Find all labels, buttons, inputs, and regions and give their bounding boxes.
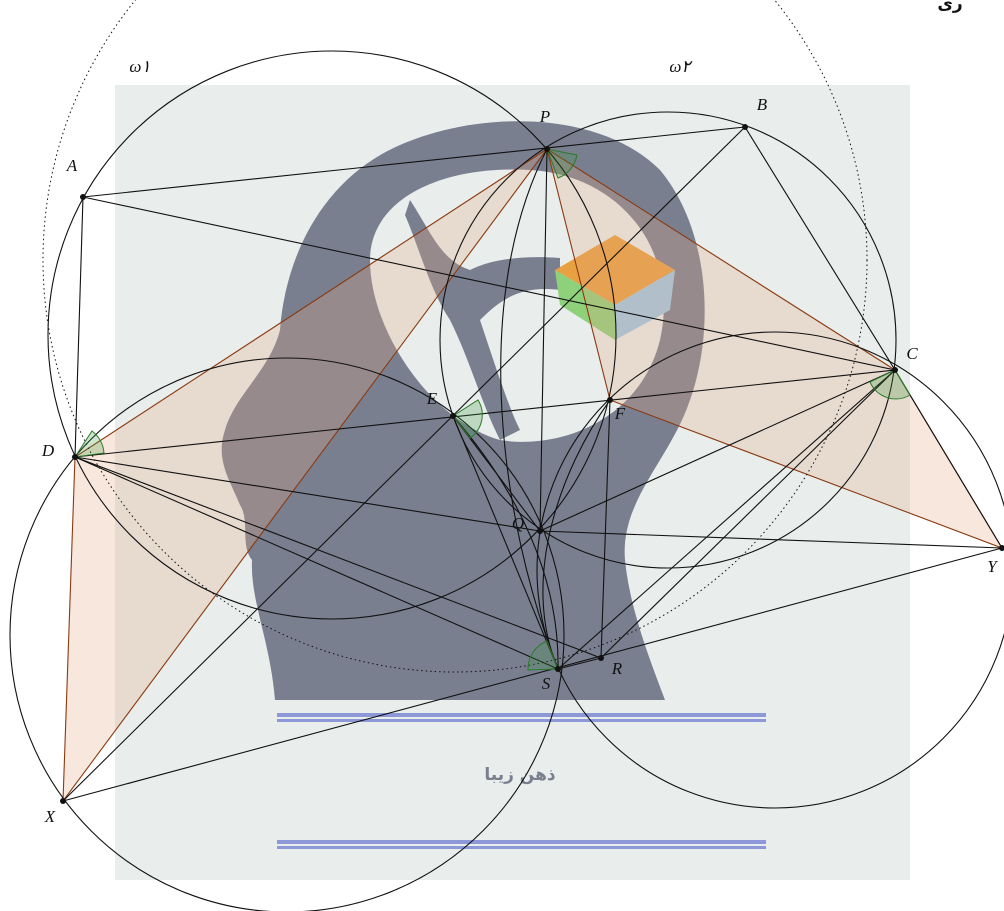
- point-label: Q: [512, 514, 524, 533]
- point: [450, 413, 456, 419]
- top-text: ری: [937, 0, 962, 14]
- point-label: P: [539, 107, 550, 126]
- watermark-bar: [277, 846, 766, 849]
- point-label: B: [757, 95, 768, 114]
- point: [598, 655, 604, 661]
- watermark-bar: [277, 840, 766, 844]
- point: [80, 194, 86, 200]
- point-label: C: [906, 344, 918, 363]
- point: [72, 454, 78, 460]
- point-label: Y: [987, 557, 998, 576]
- diagram: ذهن زیبا: [0, 0, 1004, 911]
- point: [607, 397, 613, 403]
- point-label: S: [542, 674, 551, 693]
- point-label: F: [614, 404, 626, 423]
- segment: [75, 197, 83, 457]
- point: [537, 528, 543, 534]
- point-label: X: [44, 807, 56, 826]
- circle-label: ω۱: [129, 57, 150, 76]
- point-label: R: [611, 659, 623, 678]
- watermark-bar: [277, 713, 766, 717]
- point: [892, 367, 898, 373]
- circle-label: ω۲: [669, 57, 693, 76]
- point: [742, 124, 748, 130]
- point: [555, 666, 561, 672]
- point-label: A: [66, 156, 78, 175]
- point-label: D: [41, 441, 55, 460]
- point-label: E: [426, 389, 438, 408]
- watermark-text: ذهن زیبا: [484, 765, 555, 785]
- shape: [75, 431, 104, 457]
- point: [60, 798, 66, 804]
- watermark-bar: [277, 719, 766, 722]
- point: [544, 146, 550, 152]
